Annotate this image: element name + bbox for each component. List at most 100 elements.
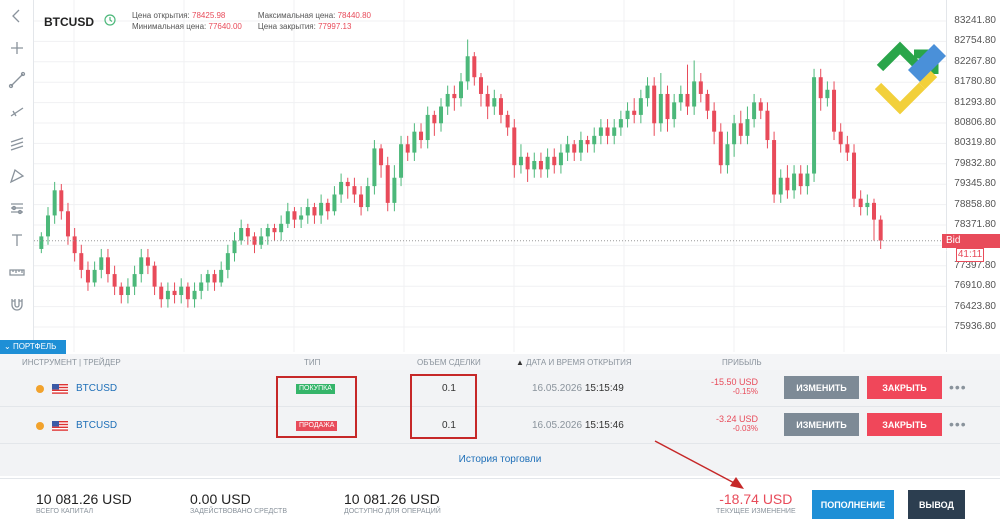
bid-price-tag: Bid 77997.13 — [942, 233, 1000, 260]
clock-icon[interactable] — [104, 14, 116, 26]
position-row[interactable]: BTCUSD ПРОДАЖА 0.1 16.05.2026 15:15:46 -… — [0, 407, 1000, 444]
trading-history-link[interactable]: История торговли — [0, 444, 1000, 476]
candle-body — [412, 131, 417, 153]
magnet-icon[interactable] — [0, 288, 34, 320]
candle — [259, 228, 264, 249]
position-volume: 0.1 — [442, 420, 456, 431]
candle-body — [379, 148, 384, 166]
candle-body — [692, 81, 697, 107]
candle-body — [592, 135, 597, 145]
candle — [205, 269, 210, 291]
crosshair-icon[interactable] — [0, 32, 34, 64]
candle — [292, 207, 297, 229]
candle — [299, 207, 304, 229]
price-info-left: Цена открытия: 78425.98 Минимальная цена… — [132, 10, 242, 32]
candle — [125, 278, 130, 304]
candle-body — [325, 202, 330, 212]
candle — [425, 106, 430, 149]
price-tick-label: 77397.80 — [954, 259, 996, 271]
modify-button[interactable]: ИЗМЕНИТЬ — [784, 413, 859, 436]
candle-body — [272, 228, 277, 233]
col-volume[interactable]: ОБЪЕМ СДЕЛКИ — [417, 358, 481, 367]
close-position-button[interactable]: ЗАКРЫТЬ — [867, 376, 942, 399]
candle — [478, 73, 483, 107]
candle-body — [112, 274, 117, 287]
candle — [805, 165, 810, 195]
candle — [85, 261, 90, 291]
col-datetime-label: ДАТА И ВРЕМЯ ОТКРЫТИЯ — [526, 358, 632, 367]
back-chevron-icon[interactable] — [0, 0, 34, 32]
candle — [712, 102, 717, 145]
candlestick-chart[interactable] — [34, 0, 946, 352]
candle — [618, 110, 623, 136]
candle — [385, 156, 390, 212]
candle — [379, 144, 384, 178]
candle-body — [419, 131, 424, 141]
candle — [432, 110, 437, 136]
coin-icon — [36, 385, 44, 393]
text-tool-icon[interactable] — [0, 224, 34, 256]
candle-body — [685, 93, 690, 107]
candle — [872, 198, 877, 241]
candle — [605, 119, 610, 145]
candle-body — [672, 102, 677, 120]
candle — [265, 223, 270, 245]
price-chart[interactable]: 83241.80 82754.80 82267.80 81780.80 81293.80… — [34, 0, 1000, 352]
col-datetime[interactable]: ▲ ДАТА И ВРЕМЯ ОТКРЫТИЯ — [516, 358, 632, 367]
candle — [852, 144, 857, 208]
candle-body — [332, 194, 337, 212]
ray-tool-icon[interactable] — [0, 96, 34, 128]
candle-body — [498, 98, 503, 115]
candle — [585, 135, 590, 153]
position-symbol[interactable]: BTCUSD — [76, 383, 118, 394]
available-funds-label: ДОСТУПНО ДЛЯ ОПЕРАЦИЙ — [344, 508, 441, 515]
triangle-icon[interactable] — [0, 160, 34, 192]
col-instrument[interactable]: ИНСТРУМЕНТ | ТРЕЙДЕР — [22, 358, 121, 367]
candle-body — [345, 181, 350, 187]
candle-body — [852, 152, 857, 199]
candle-body — [652, 85, 657, 124]
candle-body — [838, 131, 843, 145]
fibonacci-icon[interactable] — [0, 192, 34, 224]
candle — [179, 278, 184, 304]
candle-body — [425, 114, 430, 141]
position-symbol[interactable]: BTCUSD — [76, 420, 118, 431]
price-tick-label: 83241.80 — [954, 15, 996, 26]
candle — [752, 93, 757, 128]
candle — [279, 215, 284, 241]
candle — [325, 198, 330, 220]
candle — [758, 98, 763, 120]
withdraw-button[interactable]: ВЫВОД — [908, 490, 965, 519]
price-tick-label: 78858.80 — [954, 198, 996, 210]
ruler-icon[interactable] — [0, 256, 34, 288]
candle — [152, 261, 157, 296]
candle-body — [778, 177, 783, 195]
modify-button[interactable]: ИЗМЕНИТЬ — [784, 376, 859, 399]
chart-symbol[interactable]: BTCUSD — [44, 15, 94, 29]
candle-body — [745, 119, 750, 136]
candle — [725, 131, 730, 174]
candle — [772, 131, 777, 203]
close-position-button[interactable]: ЗАКРЫТЬ — [867, 413, 942, 436]
deposit-button[interactable]: ПОПОЛНЕНИЕ — [812, 490, 894, 519]
candle — [339, 173, 344, 203]
position-row[interactable]: BTCUSD ПОКУПКА 0.1 16.05.2026 15:15:49 -… — [0, 370, 1000, 407]
candle-body — [785, 177, 790, 191]
candle — [59, 184, 64, 220]
sort-up-icon: ▲ — [516, 358, 524, 367]
candle-body — [432, 114, 437, 124]
candle-body — [712, 110, 717, 132]
used-funds-value: 0.00 USD — [190, 491, 251, 507]
portfolio-tab[interactable]: ⌄ ПОРТФЕЛЬ — [0, 340, 66, 354]
candle-body — [372, 148, 377, 187]
col-type[interactable]: ТИП — [304, 358, 321, 367]
channel-icon[interactable] — [0, 128, 34, 160]
candle-body — [439, 106, 444, 124]
more-options-icon[interactable]: ••• — [949, 379, 967, 395]
candle-timer: 41:11 — [956, 247, 984, 262]
candle-body — [525, 156, 530, 170]
more-options-icon[interactable]: ••• — [949, 416, 967, 432]
candle-body — [185, 286, 190, 300]
col-profit[interactable]: ПРИБЫЛЬ — [722, 358, 762, 367]
trend-line-icon[interactable] — [0, 64, 34, 96]
